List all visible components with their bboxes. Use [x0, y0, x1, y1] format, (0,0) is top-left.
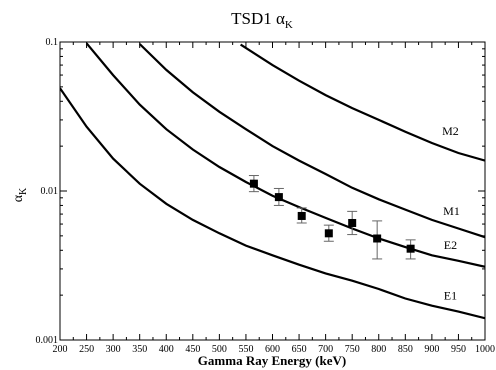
x-tick-label: 550 [238, 344, 253, 355]
y-axis-label: αK [11, 187, 29, 202]
y-axis-label-subscript: K [18, 187, 29, 195]
data-point [406, 244, 415, 253]
data-point [249, 179, 258, 188]
chart-title: TSD1 αK [231, 9, 293, 31]
chart-title-subscript: K [285, 19, 293, 31]
data-point [373, 234, 382, 243]
x-tick-label: 350 [132, 344, 147, 355]
x-axis-label: Gamma Ray Energy (keV) [198, 353, 346, 368]
curve-e1 [60, 87, 485, 320]
x-tick-label: 800 [371, 344, 386, 355]
data-point [348, 218, 357, 227]
x-tick-label: 500 [212, 344, 227, 355]
data-point [297, 211, 306, 220]
y-tick-label: 0.001 [36, 335, 59, 346]
x-tick-label: 950 [451, 344, 466, 355]
y-tick-label: 0.1 [46, 37, 59, 48]
data-point [274, 193, 283, 202]
curve-label-e1: E1 [444, 289, 457, 303]
x-tick-label: 600 [265, 344, 280, 355]
x-tick-label: 850 [398, 344, 413, 355]
data-point [324, 229, 333, 238]
x-tick-label: 900 [424, 344, 439, 355]
curve-m2 [240, 43, 485, 162]
curve-label-m1: M1 [443, 204, 460, 218]
x-tick-label: 750 [345, 344, 360, 355]
x-tick-label: 1000 [475, 344, 495, 355]
y-tick-label: 0.01 [41, 186, 59, 197]
curve-label-m2: M2 [442, 124, 459, 138]
x-tick-label: 400 [159, 344, 174, 355]
x-tick-label: 200 [53, 344, 68, 355]
curve-e2 [85, 42, 485, 268]
x-tick-label: 700 [318, 344, 333, 355]
x-tick-label: 250 [79, 344, 94, 355]
curve-m1 [138, 43, 485, 239]
x-tick-label: 650 [292, 344, 307, 355]
x-tick-label: 450 [185, 344, 200, 355]
curve-label-e2: E2 [444, 238, 457, 252]
x-tick-label: 300 [106, 344, 121, 355]
